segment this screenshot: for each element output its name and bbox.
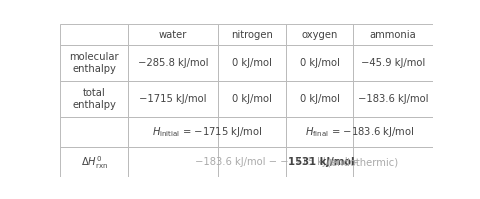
Bar — [60, 45, 128, 81]
Text: $\it{H}_{\rm final}$ = −183.6 kJ/mol: $\it{H}_{\rm final}$ = −183.6 kJ/mol — [304, 125, 414, 139]
Bar — [352, 81, 432, 117]
Bar — [217, 24, 286, 45]
Text: total
enthalpy: total enthalpy — [72, 88, 116, 110]
Text: −285.8 kJ/mol: −285.8 kJ/mol — [138, 58, 208, 68]
Bar — [352, 45, 432, 81]
Bar — [60, 147, 128, 177]
Bar — [217, 117, 286, 147]
Text: $\it{H}_{\rm initial}$ = −1715 kJ/mol: $\it{H}_{\rm initial}$ = −1715 kJ/mol — [152, 125, 262, 139]
Text: 0 kJ/mol: 0 kJ/mol — [232, 94, 272, 104]
Text: $\Delta H^0_{\rm rxn}$: $\Delta H^0_{\rm rxn}$ — [81, 154, 108, 171]
Text: −45.9 kJ/mol: −45.9 kJ/mol — [360, 58, 424, 68]
Text: −1715 kJ/mol: −1715 kJ/mol — [139, 94, 206, 104]
Text: nitrogen: nitrogen — [231, 30, 273, 40]
Bar — [60, 81, 128, 117]
Bar — [352, 24, 432, 45]
Text: 0 kJ/mol: 0 kJ/mol — [299, 58, 339, 68]
Text: 0 kJ/mol: 0 kJ/mol — [232, 58, 272, 68]
Bar — [128, 24, 217, 45]
Bar — [217, 45, 286, 81]
Bar — [128, 147, 217, 177]
Bar — [128, 117, 217, 147]
Bar — [286, 24, 352, 45]
Bar — [60, 117, 128, 147]
Bar — [128, 81, 217, 117]
Bar — [60, 24, 128, 45]
Text: ammonia: ammonia — [369, 30, 416, 40]
Bar — [286, 117, 352, 147]
Text: 0 kJ/mol: 0 kJ/mol — [299, 94, 339, 104]
Text: 1531 kJ/mol: 1531 kJ/mol — [287, 157, 353, 167]
Text: water: water — [159, 30, 187, 40]
Bar — [286, 45, 352, 81]
Bar — [286, 147, 352, 177]
Text: (endothermic): (endothermic) — [324, 157, 397, 167]
Text: molecular
enthalpy: molecular enthalpy — [69, 53, 119, 74]
Text: oxygen: oxygen — [301, 30, 337, 40]
Bar — [217, 81, 286, 117]
Bar — [217, 147, 286, 177]
Bar — [286, 81, 352, 117]
Text: −183.6 kJ/mol: −183.6 kJ/mol — [357, 94, 427, 104]
Bar — [352, 117, 432, 147]
Bar — [128, 45, 217, 81]
Text: −183.6 kJ/mol − −1715 kJ/mol =: −183.6 kJ/mol − −1715 kJ/mol = — [195, 157, 361, 167]
Bar — [352, 147, 432, 177]
